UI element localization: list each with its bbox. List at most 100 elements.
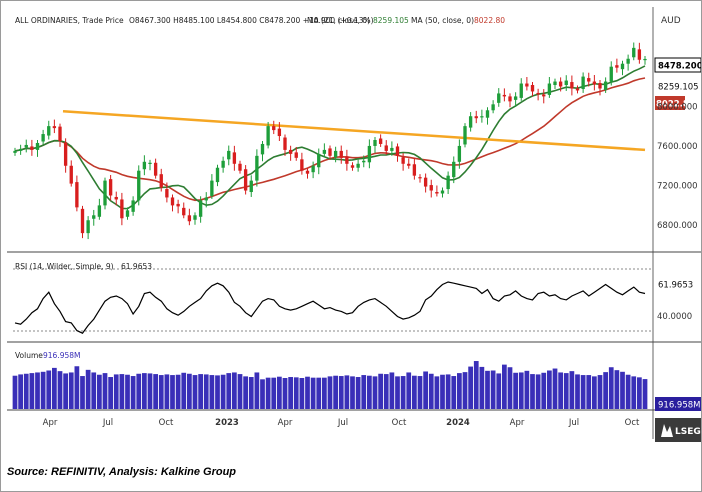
price-instrument-label: ALL ORDINARIES, Trade Price — [15, 16, 124, 25]
candle-body — [480, 116, 484, 118]
volume-bar — [271, 377, 277, 409]
x-tick-label: Oct — [159, 418, 174, 428]
candle-body — [440, 190, 445, 194]
volume-bar — [338, 376, 344, 409]
candle-body — [317, 153, 321, 168]
volume-bar — [518, 372, 524, 409]
x-tick-label: Apr — [43, 418, 58, 428]
volume-bar — [243, 376, 248, 409]
x-tick-label: Apr — [278, 418, 293, 428]
ma50-value: 8022.80 — [474, 16, 505, 25]
candle-body — [570, 82, 574, 89]
candle-body — [288, 149, 293, 154]
volume-bar — [361, 375, 367, 409]
x-tick-label: Jul — [102, 418, 113, 428]
volume-bar — [187, 373, 192, 409]
candle-body — [311, 165, 315, 173]
candle-body — [221, 160, 225, 168]
last-price-tag: 8478.200 — [654, 57, 702, 73]
ma50-tag: 8022.80 — [655, 96, 695, 110]
candle-body — [108, 179, 113, 196]
candle-body — [463, 126, 467, 145]
volume-bar — [237, 374, 243, 409]
candle-body — [339, 150, 343, 158]
volume-bar — [558, 372, 563, 409]
candle-body — [300, 159, 304, 171]
volume-bar — [147, 373, 153, 409]
volume-bar — [614, 370, 620, 409]
price-chart: ALL ORDINARIES, Trade Price O8467.300 H8… — [7, 7, 702, 442]
candle-body — [615, 65, 619, 68]
volume-bar — [400, 376, 406, 409]
volume-bar — [355, 377, 361, 409]
volume-bar — [46, 370, 52, 409]
candle-body — [508, 96, 512, 102]
volume-bar — [445, 374, 451, 409]
candle-body — [198, 200, 203, 217]
candle-body — [283, 137, 287, 150]
candle-body — [47, 126, 51, 136]
candle-body — [423, 177, 428, 187]
volume-bar — [170, 375, 175, 409]
candle-body — [35, 142, 40, 150]
candle-body — [553, 81, 557, 86]
volume-bar — [473, 361, 479, 409]
volume-bar — [293, 377, 299, 409]
volume-bar — [372, 376, 378, 409]
ma50-label: MA (50, close, 0) — [411, 16, 474, 25]
candle-body — [193, 215, 197, 220]
currency-label: AUD — [661, 16, 681, 26]
volume-bar — [389, 372, 395, 409]
volume-bar — [260, 379, 265, 409]
volume-bar — [440, 374, 445, 409]
candle-body — [322, 149, 327, 154]
candle-body — [243, 169, 248, 191]
candle-body — [542, 94, 546, 97]
candle-body — [148, 162, 152, 164]
volume-bar — [108, 377, 113, 409]
ma21-label: MA (21, close, 0) — [307, 16, 370, 25]
volume-bar — [102, 373, 108, 409]
volume-bar — [563, 373, 569, 409]
volume-bar — [125, 374, 130, 409]
candle-body — [103, 180, 107, 206]
volume-bar — [254, 372, 260, 409]
price-y-tick-label: 8000.000 — [657, 102, 698, 112]
candle-body — [176, 203, 180, 207]
volume-bar — [310, 377, 316, 409]
volume-bar — [485, 370, 490, 409]
candle-body — [131, 200, 135, 212]
x-tick-label: Jul — [337, 418, 348, 428]
candle-body — [558, 81, 563, 87]
candle-body — [187, 215, 192, 222]
resistance-trendline — [62, 110, 646, 152]
volume-bar — [423, 371, 428, 409]
candle-body — [18, 148, 23, 151]
candle-body — [328, 148, 332, 156]
rsi-line — [14, 281, 646, 334]
volume-bar — [209, 375, 215, 409]
volume-bar — [333, 375, 338, 409]
candle-body — [536, 92, 540, 95]
volume-bar — [428, 373, 434, 409]
candle-body — [120, 199, 124, 219]
candle-body — [30, 146, 34, 150]
volume-bar — [608, 367, 614, 409]
rsi-value-tag: 61.9653 — [655, 277, 701, 291]
volume-bar — [625, 374, 631, 409]
candle-body — [41, 134, 45, 142]
candle-body — [277, 128, 282, 137]
candle-body — [97, 205, 102, 217]
volume-bar — [479, 366, 485, 409]
candle-body — [249, 180, 253, 193]
candle-body — [345, 156, 349, 164]
svg-text:8478.200: 8478.200 — [658, 62, 701, 72]
svg-text:LSEG: LSEG — [675, 427, 701, 437]
volume-bar — [18, 374, 23, 409]
candle-body — [575, 88, 580, 91]
candle-body — [626, 58, 630, 64]
volume-bar — [80, 376, 85, 409]
candle-body — [260, 143, 265, 155]
volume-bar — [457, 373, 462, 409]
